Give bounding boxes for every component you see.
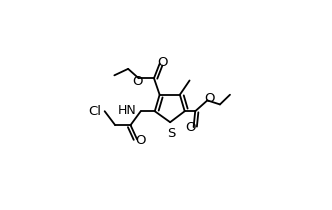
Text: O: O — [204, 92, 214, 105]
Text: S: S — [167, 127, 175, 140]
Text: HN: HN — [118, 104, 136, 117]
Text: O: O — [132, 75, 143, 88]
Text: Cl: Cl — [88, 105, 102, 118]
Text: O: O — [135, 134, 145, 147]
Text: O: O — [157, 56, 168, 69]
Text: O: O — [186, 121, 196, 134]
